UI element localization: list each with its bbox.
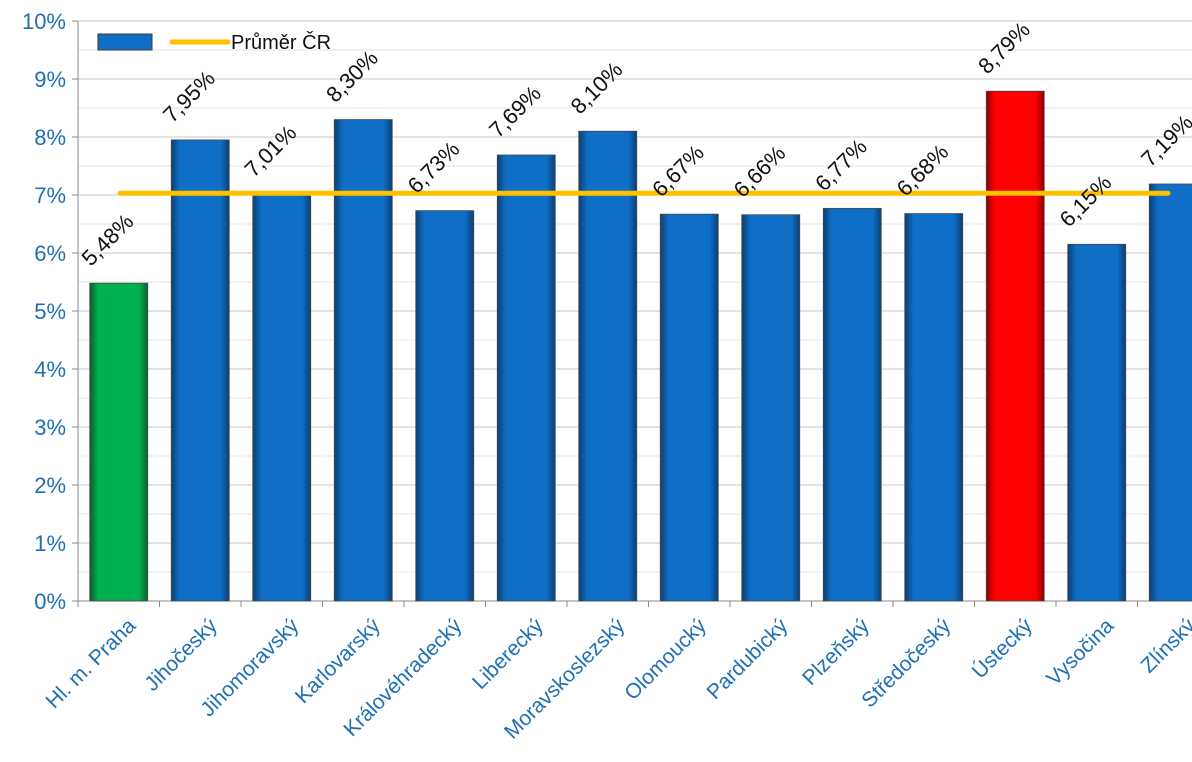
data-label: 7,95%: [158, 66, 220, 128]
bar-karlovarsk-: [333, 119, 393, 602]
data-label: 7,01%: [240, 120, 302, 182]
x-tick-label: Hl. m. Praha: [42, 614, 141, 713]
y-tick-label: 6%: [34, 241, 66, 266]
y-tick-label: 2%: [34, 473, 66, 498]
data-label: 6,77%: [810, 134, 872, 196]
bar-vyso-ina: [1067, 243, 1127, 602]
y-tick-label: 1%: [34, 531, 66, 556]
data-label: 5,48%: [77, 209, 139, 271]
y-tick-label: 0%: [34, 589, 66, 614]
bar-hl-m-praha: [89, 282, 149, 602]
y-tick-label: 7%: [34, 183, 66, 208]
legend: Průměr ČR: [97, 31, 331, 54]
x-tick-label: Ústecký: [968, 614, 1037, 683]
x-tick-label: Vysočina: [1042, 614, 1118, 690]
y-tick-label: 3%: [34, 415, 66, 440]
x-tick-label: Liberecký: [468, 614, 548, 694]
bar-olomouck-: [659, 213, 719, 602]
bar-pardubick-: [741, 214, 801, 602]
data-label: 8,79%: [973, 17, 1035, 79]
x-axis-labels: Hl. m. Praha JihočeskýJihomoravskýKarlova…: [42, 614, 1192, 744]
bar--steck-: [985, 90, 1045, 602]
x-tick-label: Plzeňský: [798, 614, 874, 690]
bar-st-edo-esk-: [904, 213, 964, 602]
bars: [89, 90, 1192, 602]
bar-kr-lov-hradeck-: [415, 210, 475, 602]
bar-libereck-: [496, 154, 556, 602]
y-tick-label: 10%: [22, 9, 66, 34]
x-tick-label: Zlínský: [1136, 614, 1192, 678]
x-tick-label: Středočeský: [857, 614, 955, 712]
x-tick-label: Jihočeský: [140, 614, 222, 696]
legend-bar-swatch: [97, 33, 153, 51]
legend-label: Průměr ČR: [231, 31, 331, 54]
y-tick-label: 8%: [34, 125, 66, 150]
y-tick-label: 5%: [34, 299, 66, 324]
bar-jihomoravsk-: [252, 194, 312, 602]
bar-zl-nsk-: [1148, 183, 1192, 602]
data-label: 8,10%: [566, 57, 628, 119]
data-label: 7,69%: [484, 81, 546, 143]
bar-plze-sk-: [822, 207, 882, 602]
bar-jiho-esk-: [170, 139, 230, 602]
data-label: 8,30%: [321, 45, 383, 107]
y-tick-label: 9%: [34, 67, 66, 92]
x-tick-label: Olomoucký: [620, 614, 711, 705]
x-axis-ticks: [77, 601, 1138, 607]
y-axis-ticks: 0% 1% 2% 3% 4% 5% 6% 7% 8% 9% 10%: [22, 9, 78, 614]
data-label: 6,15%: [1055, 170, 1117, 232]
x-tick-label: Pardubický: [703, 614, 793, 704]
data-label: 6,73%: [403, 136, 465, 198]
bar-moravskoslezsk-: [578, 130, 638, 602]
data-label: 7,19%: [1136, 110, 1192, 172]
y-tick-label: 4%: [34, 357, 66, 382]
